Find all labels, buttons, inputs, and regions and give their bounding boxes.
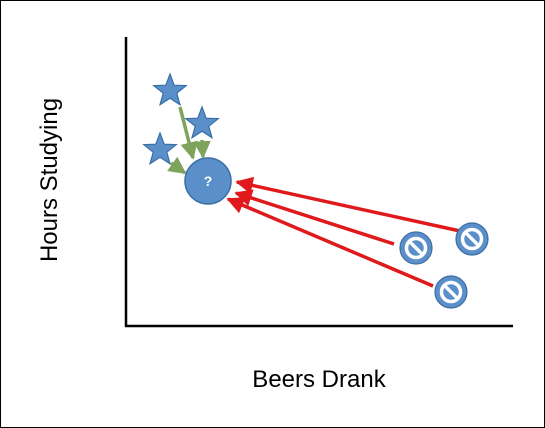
near-arrow — [178, 106, 198, 160]
no-symbol-icon — [434, 275, 468, 309]
star-icon — [142, 131, 178, 166]
x-axis-label: Beers Drank — [252, 366, 386, 393]
star-icon — [152, 72, 188, 107]
no-symbol-icon — [455, 222, 489, 256]
near-arrow — [167, 156, 187, 175]
near-arrow — [193, 139, 211, 159]
no-symbol-icon — [399, 231, 433, 265]
query-point-circle — [184, 157, 232, 205]
far-arrow — [235, 176, 461, 233]
far-arrow — [226, 197, 434, 288]
far-arrow — [234, 189, 395, 246]
star-icon — [184, 105, 220, 140]
query-point-label: ? — [204, 173, 213, 189]
y-axis-label: Hours Studying — [36, 97, 63, 263]
